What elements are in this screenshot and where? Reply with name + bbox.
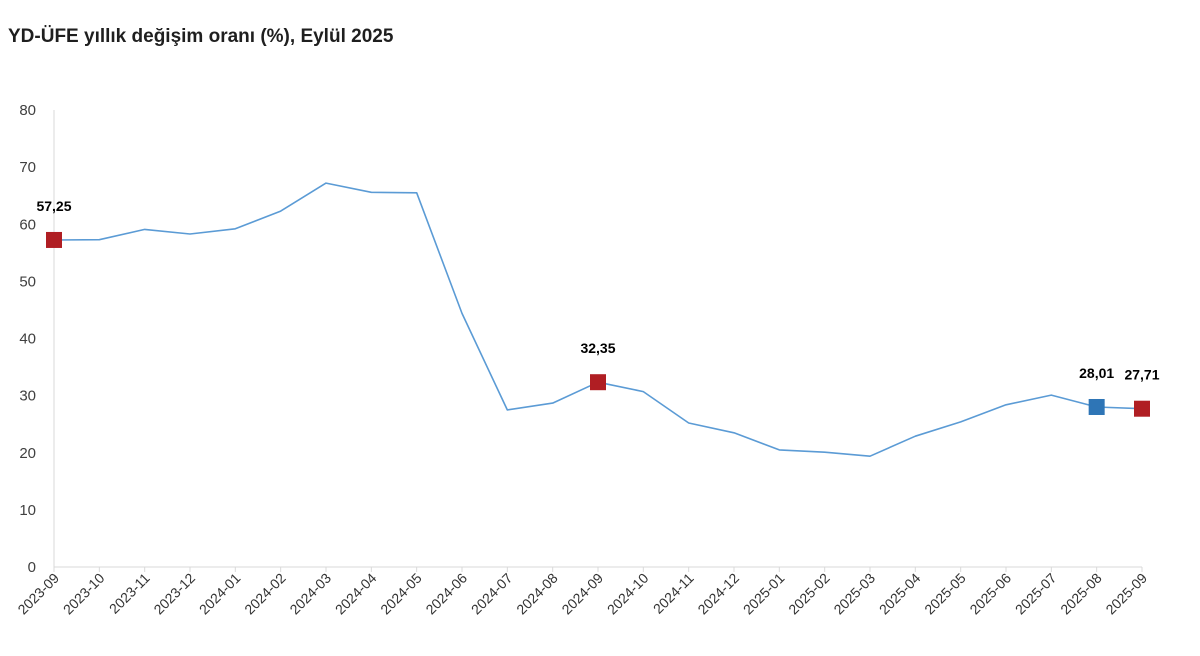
x-tick-label: 2025-08	[1057, 570, 1105, 618]
x-tick-label: 2023-10	[60, 570, 108, 618]
x-tick-label: 2025-07	[1012, 570, 1060, 618]
data-label: 27,71	[1124, 367, 1159, 383]
data-point-marker	[1088, 398, 1105, 415]
x-tick-label: 2025-05	[921, 570, 969, 618]
y-tick-label: 50	[19, 273, 36, 290]
data-point-marker	[590, 374, 606, 391]
data-label: 32,35	[580, 340, 615, 356]
x-tick-label: 2024-10	[604, 570, 652, 618]
x-tick-label: 2024-12	[694, 570, 742, 618]
x-tick-label: 2025-01	[740, 570, 788, 618]
y-tick-label: 60	[19, 216, 36, 233]
data-point-marker	[1134, 400, 1150, 417]
series	[53, 182, 1143, 458]
x-tick-label: 2023-12	[150, 570, 198, 618]
y-tick-label: 20	[19, 445, 36, 462]
x-tick-label: 2024-06	[422, 570, 470, 618]
x-tick-label: 2024-01	[196, 570, 244, 618]
data-point-marker	[46, 231, 62, 248]
x-tick-label: 2025-09	[1102, 570, 1150, 618]
y-tick-label: 0	[28, 559, 36, 576]
x-tick-label: 2024-04	[332, 570, 380, 618]
x-tick-label: 2024-02	[241, 570, 289, 618]
x-tick-label: 2024-07	[468, 570, 516, 618]
x-tick-label: 2023-11	[106, 570, 153, 617]
x-tick-label: 2023-09	[14, 570, 62, 618]
x-tick-label: 2025-04	[876, 570, 924, 618]
x-tick-label: 2025-06	[966, 570, 1014, 618]
y-tick-label: 40	[19, 331, 36, 348]
data-label: 57,25	[36, 198, 71, 214]
y-tick-label: 70	[19, 159, 36, 176]
data-label: 28,01	[1079, 365, 1114, 381]
x-tick-label: 2024-03	[286, 570, 334, 618]
x-tick-label: 2024-09	[558, 570, 606, 618]
chart-title: YD-ÜFE yıllık değişim oranı (%), Eylül 2…	[8, 26, 394, 47]
x-tick-label: 2024-11	[650, 570, 697, 617]
y-tick-label: 30	[19, 388, 36, 405]
y-tick-label: 80	[19, 102, 36, 119]
series-line	[53, 182, 1143, 458]
x-axis: 2023-092023-102023-112023-122024-012024-…	[14, 566, 1150, 618]
x-tick-label: 2024-05	[377, 570, 425, 618]
x-tick-label: 2025-02	[785, 570, 833, 618]
x-tick-label: 2025-03	[830, 570, 878, 618]
y-tick-label: 10	[19, 502, 36, 519]
x-tick-label: 2024-08	[513, 570, 561, 618]
markers: 57,25 32,35 28,01 27,71	[36, 198, 1160, 417]
y-axis: 0 10 20 30 40 50 60 70 80	[19, 102, 55, 576]
